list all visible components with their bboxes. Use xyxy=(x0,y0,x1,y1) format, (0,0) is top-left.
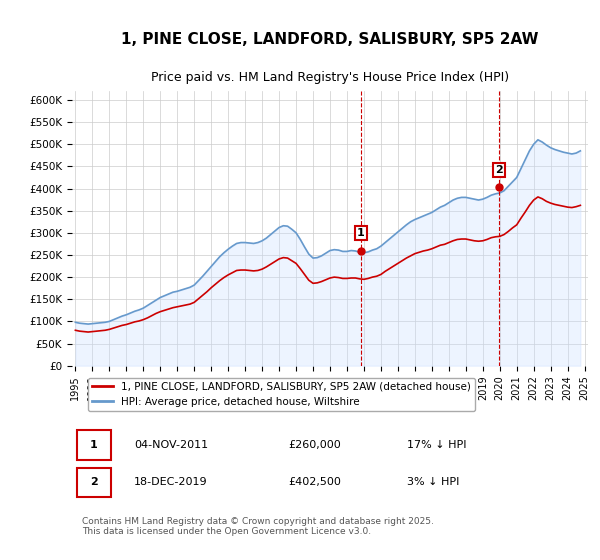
FancyBboxPatch shape xyxy=(77,430,110,460)
Legend: 1, PINE CLOSE, LANDFORD, SALISBURY, SP5 2AW (detached house), HPI: Average price: 1, PINE CLOSE, LANDFORD, SALISBURY, SP5 … xyxy=(88,377,475,411)
Text: 3% ↓ HPI: 3% ↓ HPI xyxy=(407,477,460,487)
Text: 17% ↓ HPI: 17% ↓ HPI xyxy=(407,440,467,450)
Text: 18-DEC-2019: 18-DEC-2019 xyxy=(134,477,208,487)
Text: Contains HM Land Registry data © Crown copyright and database right 2025.
This d: Contains HM Land Registry data © Crown c… xyxy=(82,517,434,536)
Text: 1: 1 xyxy=(90,440,98,450)
Text: 04-NOV-2011: 04-NOV-2011 xyxy=(134,440,208,450)
Text: 2: 2 xyxy=(495,165,503,175)
Text: 2: 2 xyxy=(90,477,98,487)
Text: £260,000: £260,000 xyxy=(289,440,341,450)
Text: 1, PINE CLOSE, LANDFORD, SALISBURY, SP5 2AW: 1, PINE CLOSE, LANDFORD, SALISBURY, SP5 … xyxy=(121,32,539,47)
Text: Price paid vs. HM Land Registry's House Price Index (HPI): Price paid vs. HM Land Registry's House … xyxy=(151,71,509,84)
Text: £402,500: £402,500 xyxy=(289,477,341,487)
Text: 1: 1 xyxy=(357,228,365,238)
FancyBboxPatch shape xyxy=(77,468,110,497)
